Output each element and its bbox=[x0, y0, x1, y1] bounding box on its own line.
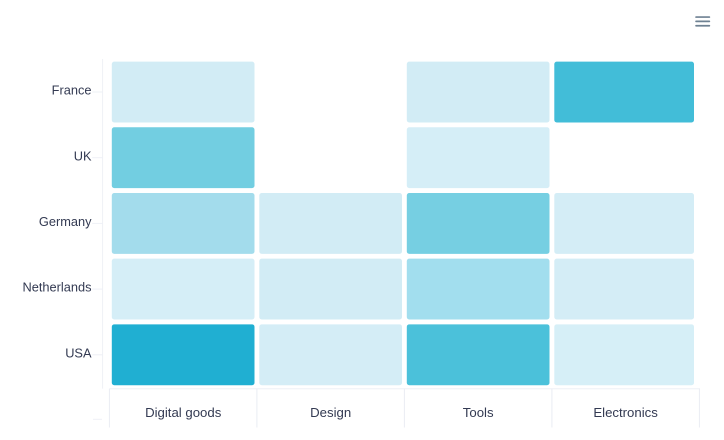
svg-text:USA: USA bbox=[65, 345, 92, 360]
svg-text:France: France bbox=[52, 83, 92, 98]
svg-text:Digital goods: Digital goods bbox=[145, 405, 222, 420]
svg-text:Netherlands: Netherlands bbox=[22, 280, 91, 295]
svg-text:Design: Design bbox=[310, 405, 351, 420]
svg-text:Electronics: Electronics bbox=[593, 405, 658, 420]
svg-text:Germany: Germany bbox=[39, 214, 92, 229]
svg-text:Tools: Tools bbox=[463, 405, 494, 420]
svg-text:UK: UK bbox=[74, 148, 92, 163]
